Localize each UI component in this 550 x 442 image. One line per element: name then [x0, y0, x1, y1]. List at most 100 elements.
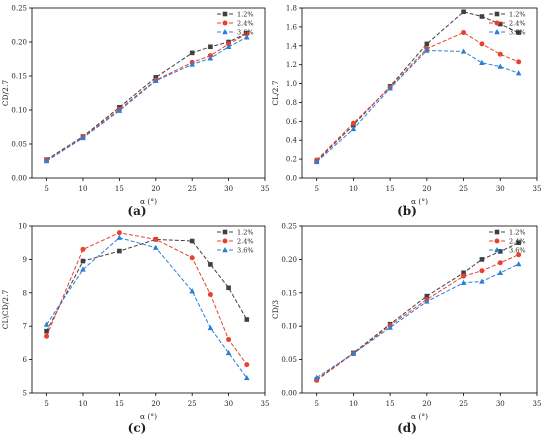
data-point-triangle [460, 279, 467, 285]
y-tick-label: 6 [23, 356, 28, 364]
x-tick-label: 30 [496, 400, 505, 408]
y-tick-label: 10 [18, 223, 27, 231]
y-tick-label: 5 [23, 390, 27, 398]
data-point-square [226, 285, 231, 291]
data-point-circle [153, 236, 159, 242]
y-tick-label: 0.15 [281, 289, 297, 297]
data-point-circle [516, 59, 522, 65]
data-point-circle [222, 238, 228, 244]
data-point-triangle [350, 125, 357, 132]
panel-label: (a) [127, 204, 146, 218]
data-point-circle [80, 246, 86, 252]
data-point-triangle [222, 29, 228, 35]
x-tick-label: 25 [459, 185, 468, 193]
data-point-triangle [116, 107, 123, 113]
data-point-square [153, 75, 159, 80]
legend-label: 3.6% [509, 247, 526, 255]
x-tick-label: 35 [533, 185, 542, 193]
data-point-square [189, 238, 195, 244]
series-line-3-6pct [46, 36, 248, 162]
y-tick-label: 8 [23, 289, 27, 297]
y-tick-label: 1.0 [286, 80, 297, 88]
x-tick-label: 15 [115, 185, 124, 193]
y-tick-label: 0.4 [286, 137, 298, 145]
x-tick-label: 25 [459, 400, 468, 408]
data-point-square [222, 229, 228, 235]
data-point-circle [44, 333, 50, 339]
x-tick-label: 20 [151, 185, 160, 193]
y-tick-label: 0.25 [11, 5, 27, 13]
plot-frame [301, 7, 538, 179]
legend-label: 1.2% [509, 229, 526, 237]
y-tick-label: 1.2 [286, 61, 297, 69]
data-point-square [516, 30, 521, 35]
x-tick-label: 25 [188, 185, 197, 193]
x-axis-title: α (°) [411, 197, 428, 206]
series-line-2-4pct [46, 33, 248, 161]
x-tick-label: 35 [261, 185, 270, 193]
series-line-3-6pct [316, 49, 519, 163]
y-tick-label: 0.10 [11, 107, 27, 115]
legend-label: 1.2% [237, 229, 254, 237]
x-tick-label: 20 [422, 185, 431, 193]
data-point-square [516, 240, 521, 245]
x-tick-label: 15 [386, 185, 395, 193]
data-point-triangle [152, 244, 159, 250]
data-point-square [494, 11, 500, 17]
x-tick-label: 30 [496, 185, 505, 193]
data-point-square [497, 249, 503, 254]
data-point-square [461, 270, 466, 276]
series-line-1-2pct [316, 242, 519, 381]
x-tick-label: 5 [314, 185, 318, 193]
panel-label: (d) [397, 421, 417, 435]
y-tick-label: 1.6 [286, 23, 298, 31]
x-tick-label: 15 [115, 400, 124, 408]
plot-frame [31, 7, 266, 179]
data-point-circle [479, 41, 485, 47]
y-tick-label: 0.2 [286, 156, 297, 164]
y-tick-label: 0.00 [11, 175, 27, 183]
plot-frame [31, 225, 266, 394]
data-point-triangle [460, 48, 467, 54]
panel-label: (b) [397, 204, 417, 218]
plot-frame [301, 225, 538, 394]
data-point-square [44, 328, 49, 334]
data-point-square [424, 41, 430, 47]
data-point-circle [116, 230, 122, 236]
data-point-circle [222, 20, 228, 26]
data-point-triangle [225, 43, 232, 49]
data-point-circle [516, 252, 522, 258]
data-point-square [80, 258, 86, 264]
series-line-3-6pct [316, 263, 519, 379]
data-point-triangle [494, 247, 500, 253]
x-tick-label: 20 [151, 400, 160, 408]
legend-label: 2.4% [509, 238, 526, 246]
y-tick-label: 1.8 [286, 5, 297, 13]
x-tick-label: 25 [188, 400, 197, 408]
y-axis-title: CL\CD/2.7 [1, 290, 10, 330]
x-tick-label: 10 [79, 185, 88, 193]
data-point-triangle [189, 61, 195, 67]
data-point-triangle [313, 374, 320, 380]
x-axis-title: α (°) [140, 197, 157, 206]
data-point-square [479, 14, 485, 19]
y-tick-label: 0.8 [286, 99, 297, 107]
y-tick-label: 0.20 [11, 39, 27, 47]
series-line-1-2pct [316, 11, 519, 162]
series-line-2-4pct [46, 232, 248, 365]
data-point-square [189, 50, 195, 56]
data-point-triangle [207, 55, 214, 61]
x-tick-label: 10 [349, 185, 358, 193]
y-axis-title: CD/2.7 [1, 80, 10, 106]
series-line-1-2pct [46, 238, 248, 332]
chart-panel-3: 5 10 15 20 25 30 35 5 6 7 8 9 10 α (°) CL\CD/2.7 1.2%2.… [1, 223, 269, 436]
y-tick-label: 0.20 [281, 256, 297, 264]
data-point-triangle [80, 134, 86, 141]
data-point-triangle [222, 247, 228, 253]
series-line-2-4pct [316, 254, 519, 381]
y-tick-label: 0.0 [286, 175, 297, 183]
x-tick-label: 15 [386, 400, 395, 408]
data-point-square [244, 317, 250, 322]
y-tick-label: 0.10 [281, 323, 297, 331]
data-point-circle [497, 51, 503, 57]
